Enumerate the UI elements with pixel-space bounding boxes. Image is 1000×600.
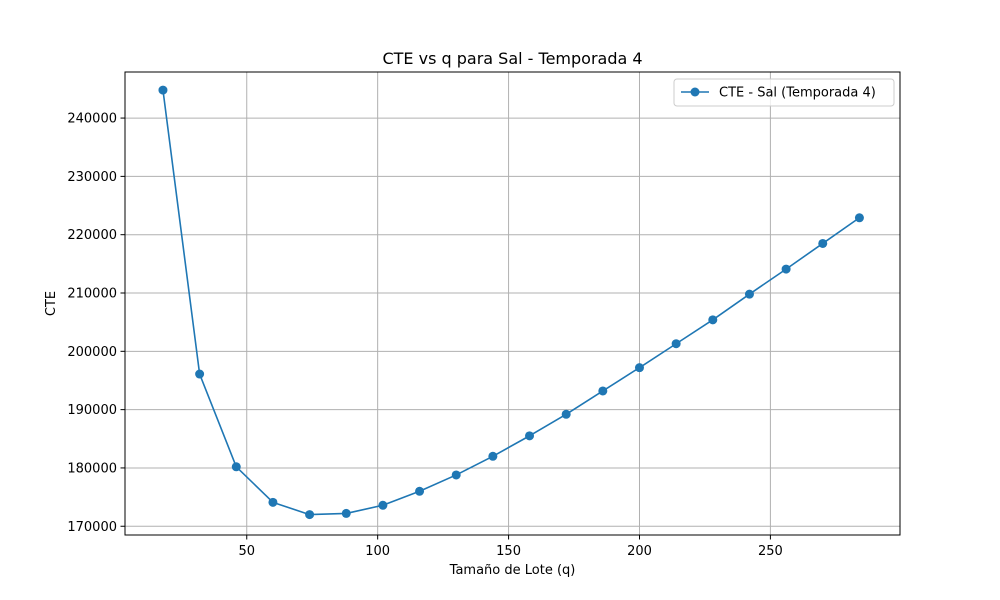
data-point — [525, 431, 535, 441]
legend: CTE - Sal (Temporada 4) — [673, 78, 895, 107]
series-line — [162, 89, 860, 516]
y-tick-label: 230000 — [67, 170, 117, 185]
axis-ticks: 50 100 150 200 250 170000 180000 190000 200000 21… — [67, 112, 782, 559]
y-tick-label: 200000 — [67, 345, 117, 360]
chart-title: CTE vs q para Sal - Temporada 4 — [382, 49, 642, 68]
y-tick-label: 180000 — [67, 461, 117, 476]
data-point — [378, 500, 388, 510]
x-axis-label: Tamaño de Lote (q) — [449, 563, 576, 578]
data-point — [634, 363, 644, 373]
data-point — [781, 264, 791, 274]
x-tick-label: 200 — [627, 544, 652, 559]
data-point — [305, 510, 315, 520]
data-point — [744, 289, 754, 299]
data-point — [818, 238, 828, 248]
x-tick-label: 100 — [365, 544, 390, 559]
x-tick-label: 50 — [238, 544, 255, 559]
data-point — [488, 451, 498, 461]
y-axis-label: CTE — [44, 291, 59, 316]
series-line-layer — [162, 89, 860, 516]
y-tick-label: 240000 — [67, 112, 117, 127]
data-point — [561, 409, 571, 419]
data-point — [195, 369, 205, 379]
data-point — [268, 497, 278, 507]
data-point — [854, 213, 864, 223]
data-point — [708, 315, 718, 325]
x-tick-label: 250 — [758, 544, 783, 559]
data-point — [341, 508, 351, 518]
data-point — [671, 339, 681, 349]
y-tick-label: 170000 — [67, 520, 117, 535]
data-point — [158, 85, 168, 95]
legend-box — [673, 78, 895, 107]
data-points — [158, 85, 864, 520]
data-point — [598, 386, 608, 396]
grid — [125, 72, 900, 535]
x-tick-label: 150 — [496, 544, 521, 559]
legend-marker-icon — [690, 87, 700, 97]
y-tick-label: 190000 — [67, 403, 117, 418]
plot-frame — [124, 71, 901, 536]
y-tick-label: 210000 — [67, 287, 117, 302]
legend-label: CTE - Sal (Temporada 4) — [719, 86, 876, 101]
y-tick-label: 220000 — [67, 228, 117, 243]
data-point — [415, 486, 425, 496]
data-point — [451, 470, 461, 480]
data-point — [231, 462, 241, 472]
